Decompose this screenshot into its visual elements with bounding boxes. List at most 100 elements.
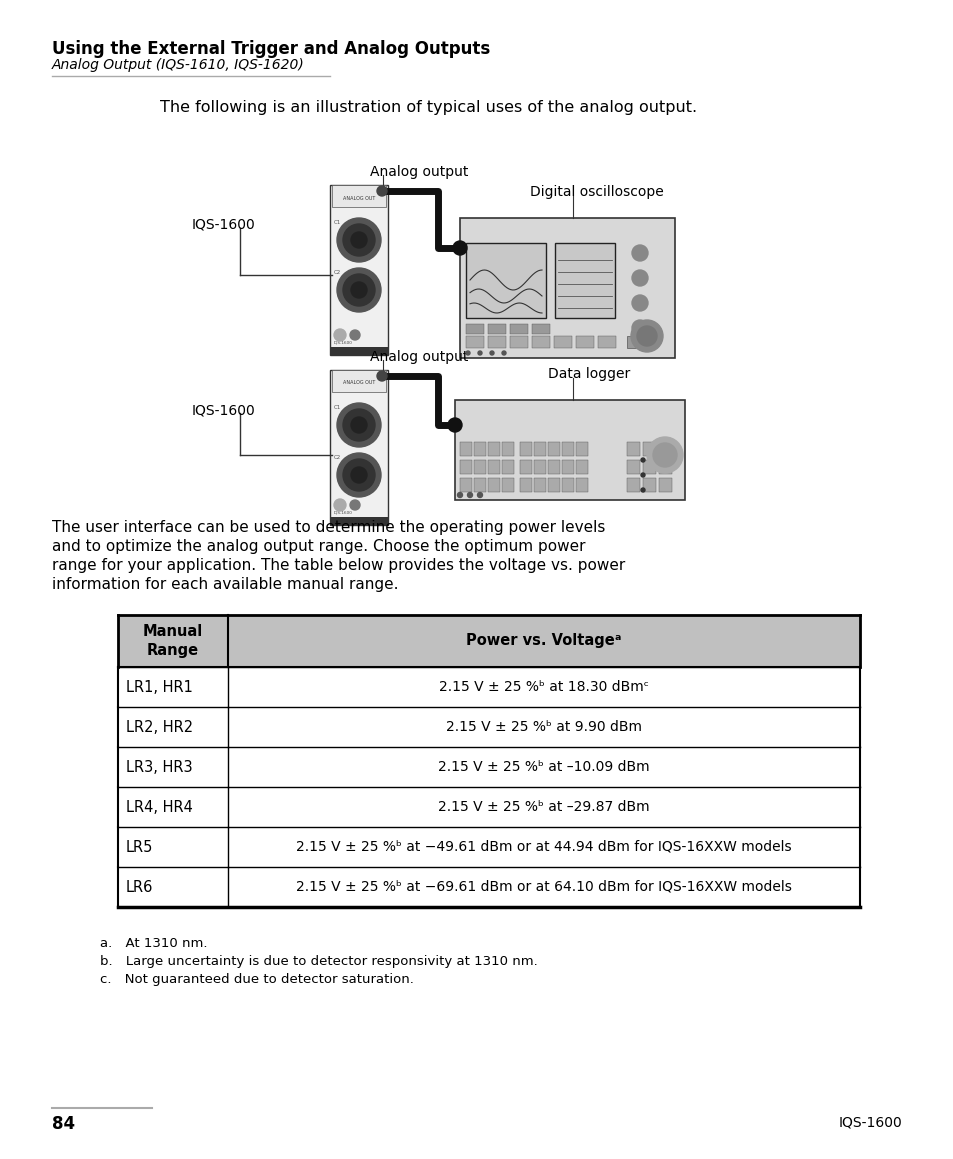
Text: 2.15 V ± 25 %ᵇ at −49.61 dBm or at 44.94 dBm for IQS-16XXW models: 2.15 V ± 25 %ᵇ at −49.61 dBm or at 44.94… <box>295 840 791 854</box>
Circle shape <box>490 351 494 355</box>
Circle shape <box>376 371 387 381</box>
Bar <box>534 478 545 493</box>
Bar <box>626 478 639 493</box>
Text: Using the External Trigger and Analog Outputs: Using the External Trigger and Analog Ou… <box>52 41 490 58</box>
Circle shape <box>640 488 644 493</box>
Bar <box>330 370 388 525</box>
Text: ANALOG OUT: ANALOG OUT <box>342 380 375 386</box>
Circle shape <box>646 437 682 473</box>
Text: C2: C2 <box>334 270 341 275</box>
Text: IQS-1600: IQS-1600 <box>192 218 255 232</box>
Bar <box>488 442 499 455</box>
Bar <box>459 478 472 493</box>
Bar <box>118 615 859 666</box>
Bar <box>330 517 388 525</box>
Circle shape <box>343 224 375 256</box>
Text: information for each available manual range.: information for each available manual ra… <box>52 577 398 592</box>
Bar <box>519 478 532 493</box>
Bar <box>474 442 485 455</box>
Bar <box>576 460 587 474</box>
Bar <box>455 400 684 500</box>
Text: IQS-1600: IQS-1600 <box>334 511 353 515</box>
Text: Analog output: Analog output <box>370 350 468 364</box>
Circle shape <box>350 330 359 340</box>
Bar <box>576 336 594 348</box>
Text: 84: 84 <box>52 1115 75 1134</box>
Bar <box>519 460 532 474</box>
Text: Analog Output (IQS-1610, IQS-1620): Analog Output (IQS-1610, IQS-1620) <box>52 58 304 72</box>
Bar <box>626 442 639 455</box>
Bar <box>465 243 545 318</box>
Text: 2.15 V ± 25 %ᵇ at –10.09 dBm: 2.15 V ± 25 %ᵇ at –10.09 dBm <box>437 760 649 774</box>
Circle shape <box>640 458 644 462</box>
Text: C1: C1 <box>334 404 341 410</box>
Circle shape <box>336 268 380 312</box>
Bar <box>626 460 639 474</box>
Bar <box>519 442 532 455</box>
Text: LR4, HR4: LR4, HR4 <box>126 800 193 815</box>
Text: LR6: LR6 <box>126 880 153 895</box>
Bar <box>474 478 485 493</box>
Bar <box>547 442 559 455</box>
Circle shape <box>343 409 375 442</box>
Bar <box>474 460 485 474</box>
Bar <box>488 478 499 493</box>
Bar <box>459 442 472 455</box>
Circle shape <box>350 500 359 510</box>
Bar <box>510 325 527 334</box>
Text: IQS-1600: IQS-1600 <box>192 403 255 417</box>
Bar <box>555 243 615 318</box>
Bar <box>332 185 386 207</box>
Bar <box>330 185 388 355</box>
Bar <box>459 460 472 474</box>
Text: 2.15 V ± 25 %ᵇ at −69.61 dBm or at 64.10 dBm for IQS-16XXW models: 2.15 V ± 25 %ᵇ at −69.61 dBm or at 64.10… <box>295 880 791 894</box>
Bar <box>576 442 587 455</box>
Bar <box>465 325 483 334</box>
Circle shape <box>334 500 346 511</box>
Text: The following is an illustration of typical uses of the analog output.: The following is an illustration of typi… <box>160 100 697 115</box>
Bar <box>332 370 386 392</box>
Circle shape <box>376 185 387 196</box>
Bar <box>532 336 550 348</box>
Circle shape <box>477 493 482 497</box>
Circle shape <box>336 453 380 497</box>
Bar <box>488 325 505 334</box>
Text: IQS-1600: IQS-1600 <box>334 341 353 345</box>
Text: IQS-1600: IQS-1600 <box>838 1115 901 1129</box>
Bar <box>659 460 671 474</box>
Bar <box>501 442 514 455</box>
Text: Power vs. Voltageᵃ: Power vs. Voltageᵃ <box>466 634 621 649</box>
Text: LR3, HR3: LR3, HR3 <box>126 759 193 774</box>
Circle shape <box>631 270 647 286</box>
Bar <box>642 442 656 455</box>
Bar <box>534 460 545 474</box>
Bar <box>561 478 574 493</box>
Circle shape <box>631 245 647 261</box>
Circle shape <box>630 320 662 352</box>
Text: b. Large uncertainty is due to detector responsivity at 1310 nm.: b. Large uncertainty is due to detector … <box>100 955 537 968</box>
Circle shape <box>351 467 367 483</box>
Circle shape <box>448 418 461 432</box>
Circle shape <box>351 282 367 298</box>
Bar <box>488 336 505 348</box>
Bar <box>642 478 656 493</box>
Bar <box>576 478 587 493</box>
Circle shape <box>343 459 375 491</box>
Text: 2.15 V ± 25 %ᵇ at 9.90 dBm: 2.15 V ± 25 %ᵇ at 9.90 dBm <box>446 720 641 734</box>
Circle shape <box>465 351 470 355</box>
Bar <box>501 478 514 493</box>
Text: C1: C1 <box>334 220 341 225</box>
Circle shape <box>351 417 367 433</box>
Circle shape <box>457 493 462 497</box>
Bar <box>501 460 514 474</box>
Circle shape <box>501 351 505 355</box>
Bar <box>554 336 572 348</box>
Text: LR1, HR1: LR1, HR1 <box>126 679 193 694</box>
Bar <box>561 460 574 474</box>
Circle shape <box>343 274 375 306</box>
Circle shape <box>631 320 647 336</box>
Bar <box>488 460 499 474</box>
Text: and to optimize the analog output range. Choose the optimum power: and to optimize the analog output range.… <box>52 539 585 554</box>
Bar <box>330 347 388 355</box>
Text: a. At 1310 nm.: a. At 1310 nm. <box>100 936 208 950</box>
